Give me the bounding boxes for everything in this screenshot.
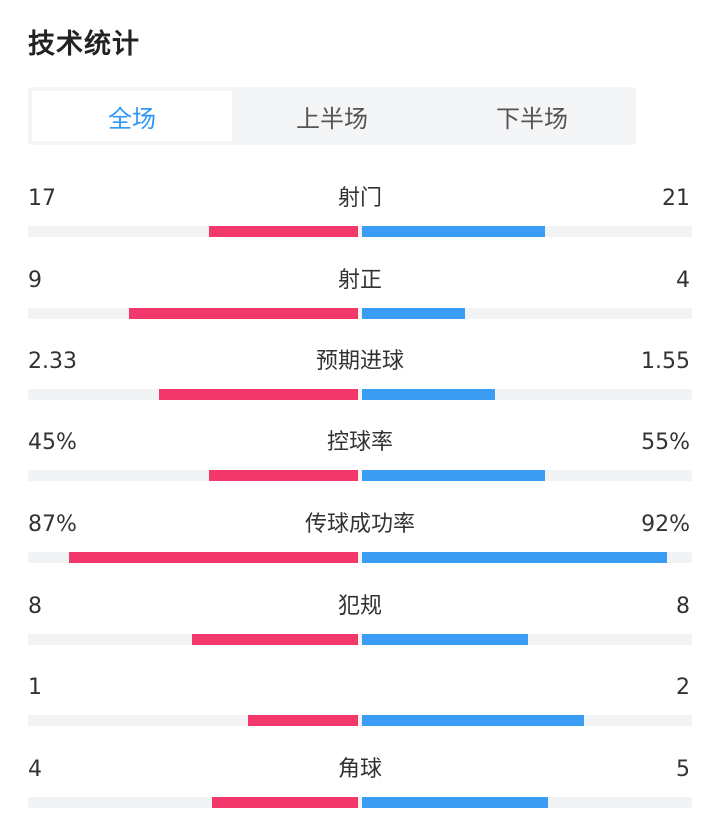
stat-label: 传球成功率 [304,512,415,537]
tab-first-half[interactable]: 上半场 [296,104,368,133]
away-value: 1.55 [641,349,690,374]
home-bar [248,715,358,726]
stat-label: 预期进球 [315,349,404,374]
home-bar [209,470,358,481]
home-value: 17 [28,186,56,211]
away-bar [362,470,545,481]
away-bar [362,634,528,645]
away-value: 8 [676,594,690,619]
away-bar [362,797,548,808]
away-bar [362,389,495,400]
stat-row: 17 射门 21 [0,182,720,264]
stat-bar-track [28,308,692,319]
stat-bar-track [28,797,692,808]
period-tabs: 全场 上半场 下半场 [28,87,636,145]
away-value: 55% [641,430,690,455]
home-bar [209,226,358,237]
away-value: 4 [676,268,690,293]
stat-row: 2.33 预期进球 1.55 [0,345,720,427]
home-bar [212,797,358,808]
away-value: 92% [641,512,690,537]
stat-bar-track [28,552,692,563]
home-bar [159,389,358,400]
away-value: 2 [676,675,690,700]
tab-full-match[interactable]: 全场 [32,91,232,141]
stat-label: 射正 [337,268,382,293]
stat-label: 犯规 [337,594,382,619]
home-bar [192,634,358,645]
home-bar [69,552,358,563]
home-value: 87% [28,512,77,537]
tab-second-half[interactable]: 下半场 [496,104,568,133]
stat-bar-track [28,470,692,481]
stat-label: 射门 [337,186,382,211]
stat-row: 9 射正 4 [0,264,720,346]
stat-label: 角球 [337,757,382,782]
home-value: 2.33 [28,349,77,374]
stat-bar-track [28,634,692,645]
away-value: 21 [662,186,690,211]
stat-bar-track [28,226,692,237]
home-value: 9 [28,268,42,293]
away-bar [362,715,584,726]
home-value: 8 [28,594,42,619]
home-value: 4 [28,757,42,782]
stat-label: 控球率 [326,430,393,455]
stat-row: 87% 传球成功率 92% [0,508,720,590]
page-title: 技术统计 [28,29,140,60]
stat-bar-track [28,715,692,726]
away-bar [362,308,465,319]
stat-row: 45% 控球率 55% [0,426,720,508]
away-bar [362,226,545,237]
home-bar [129,308,358,319]
home-value: 1 [28,675,42,700]
home-value: 45% [28,430,77,455]
stat-row: 8 犯规 8 [0,590,720,672]
stat-bar-track [28,389,692,400]
stat-row: 4 角球 5 [0,753,720,835]
away-value: 5 [676,757,690,782]
away-bar [362,552,667,563]
